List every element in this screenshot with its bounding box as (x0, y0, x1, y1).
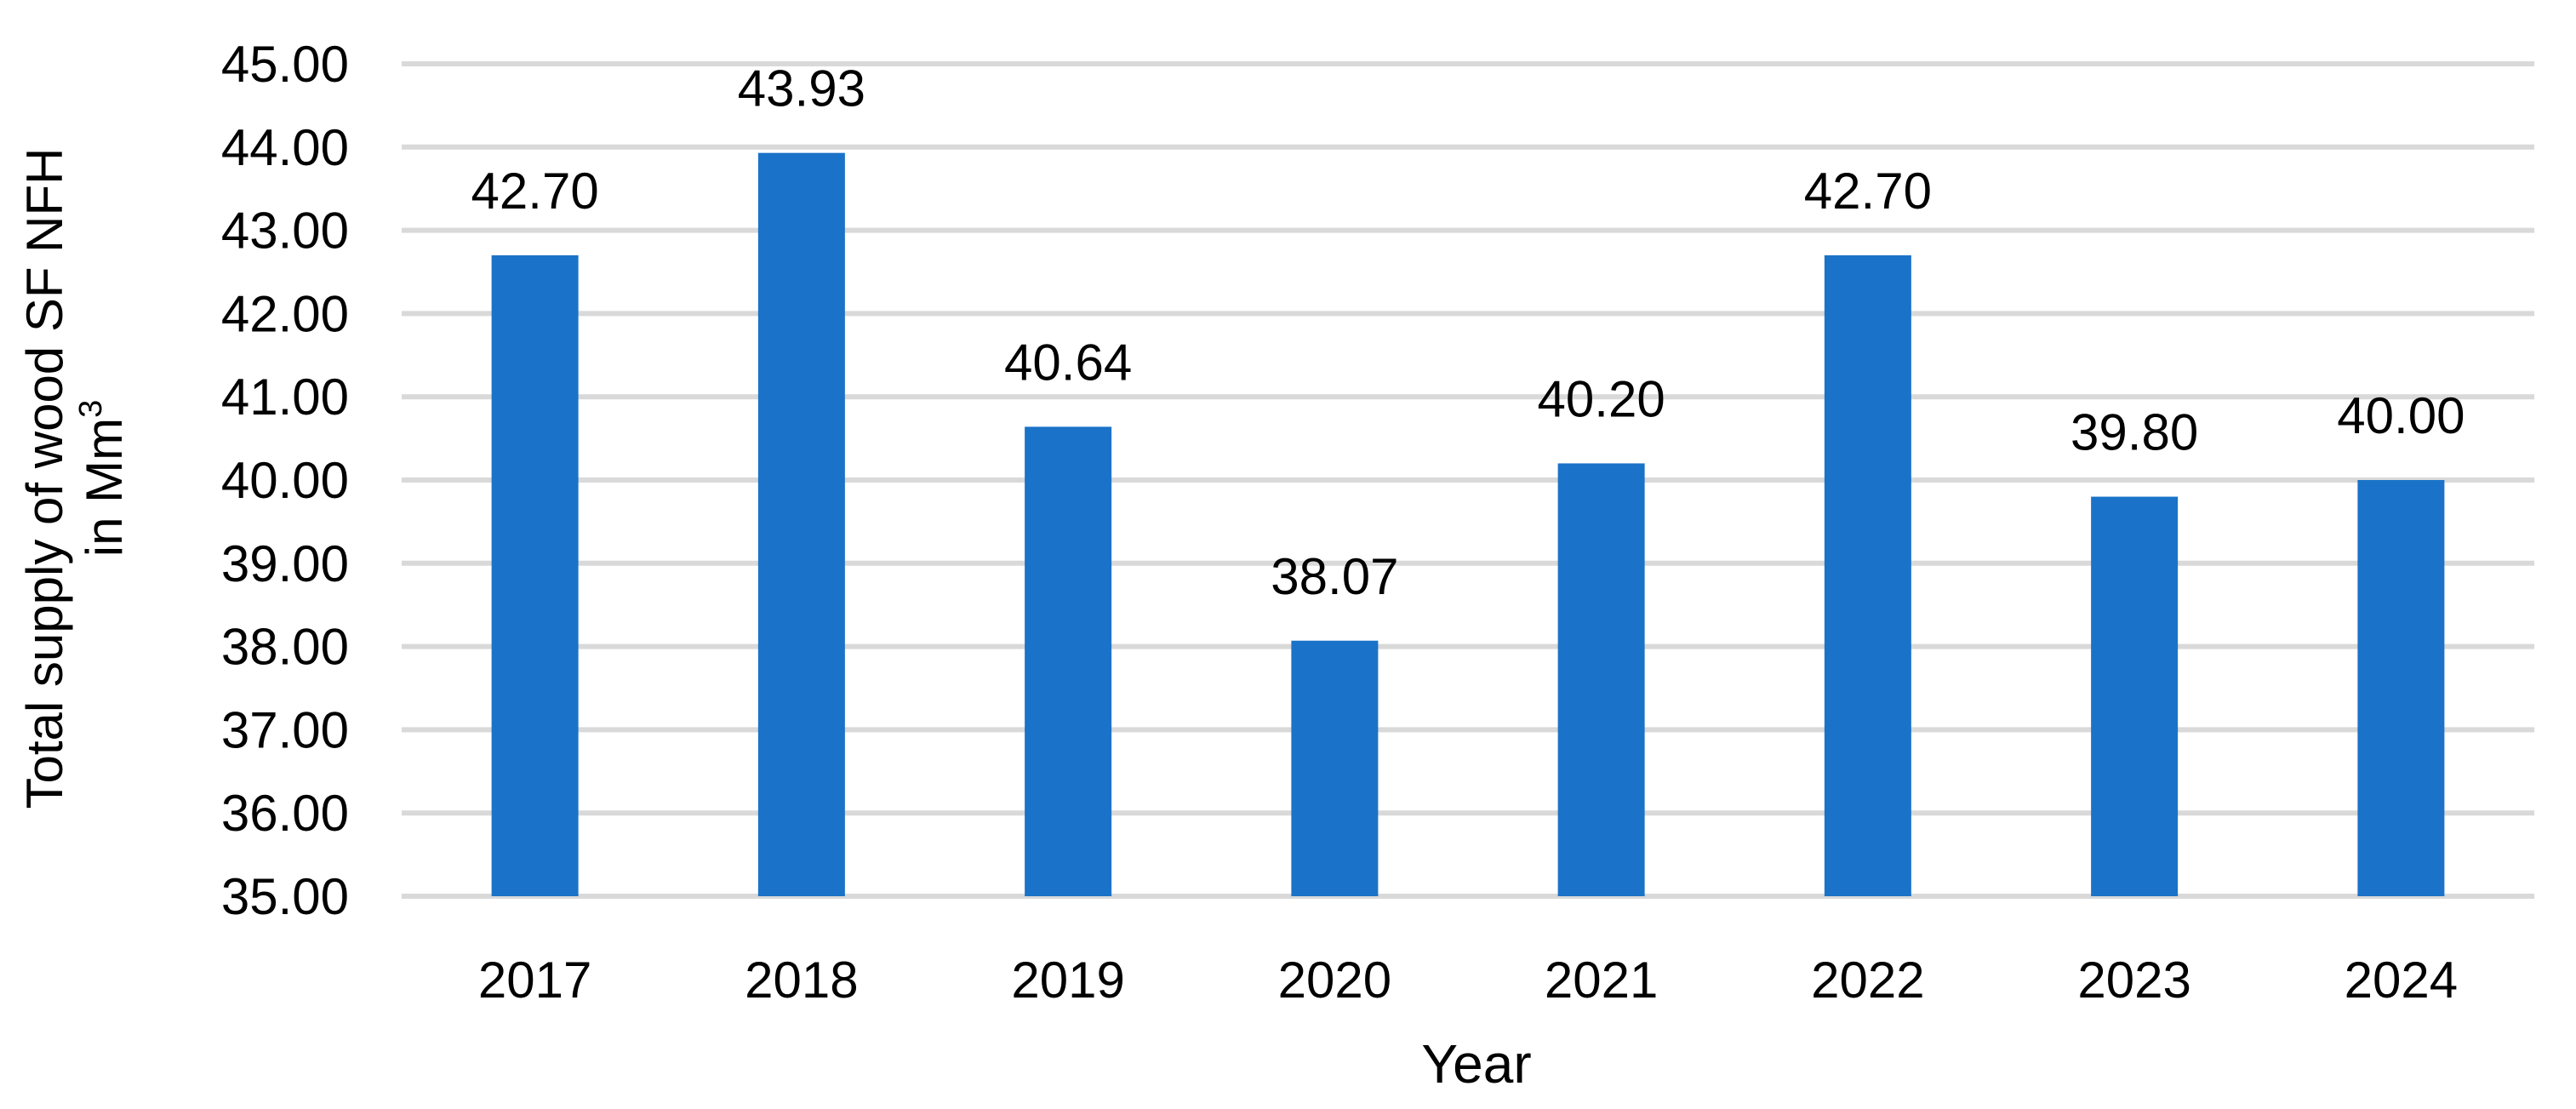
y-axis-unit: in Mm (76, 418, 133, 557)
bar-2018 (757, 152, 845, 896)
bar-2019 (1025, 426, 1112, 897)
x-axis-ticks: 2017 2018 2019 2020 2021 2022 2023 2024 (478, 952, 2458, 1009)
y-tick-label: 42.00 (221, 285, 349, 342)
bars (491, 152, 2445, 897)
y-axis-title-line1: Total supply of wood SF NFH (16, 148, 73, 809)
x-tick-label-2017: 2017 (478, 952, 591, 1009)
bar-2020 (1291, 640, 1379, 896)
y-axis-ticks: 35.00 36.00 37.00 38.00 39.00 40.00 41.00 42.00… (221, 36, 349, 925)
y-tick-label: 38.00 (221, 619, 349, 676)
y-axis-title-line2: in Mm3 (73, 400, 133, 557)
bar-2017 (491, 254, 579, 896)
data-label-2017: 42.70 (471, 163, 599, 220)
y-tick-label: 35.00 (221, 868, 349, 925)
bar-2022 (1824, 254, 1911, 896)
y-tick-label: 40.00 (221, 452, 349, 509)
y-tick-label: 44.00 (221, 119, 349, 176)
x-tick-label-2024: 2024 (2345, 952, 2458, 1009)
bar-2023 (2091, 496, 2179, 896)
x-tick-label-2021: 2021 (1545, 952, 1658, 1009)
x-tick-label-2018: 2018 (745, 952, 858, 1009)
data-label-2022: 42.70 (1804, 163, 1932, 220)
y-tick-label: 41.00 (221, 369, 349, 426)
y-axis-title-line2-group: in Mm3 (73, 400, 133, 557)
x-axis-title: Year (1421, 1033, 1531, 1095)
data-label-2020: 38.07 (1271, 548, 1398, 605)
data-label-2019: 40.64 (1004, 334, 1132, 391)
x-tick-label-2019: 2019 (1011, 952, 1124, 1009)
data-label-2024: 40.00 (2337, 387, 2465, 444)
y-tick-label: 45.00 (221, 36, 349, 93)
y-tick-label: 36.00 (221, 785, 349, 842)
y-tick-label: 43.00 (221, 203, 349, 260)
y-axis-unit-superscript: 3 (73, 400, 109, 418)
y-axis-title: Total supply of wood SF NFH (16, 148, 73, 809)
data-labels: 42.70 43.93 40.64 38.07 40.20 42.70 39.80 40.00 (471, 60, 2465, 605)
bar-2024 (2357, 480, 2445, 896)
bar-2021 (1557, 463, 1645, 896)
y-tick-label: 37.00 (221, 701, 349, 758)
x-tick-label-2023: 2023 (2077, 952, 2190, 1009)
gridlines (402, 61, 2534, 899)
data-label-2021: 40.20 (1538, 370, 1665, 427)
data-label-2018: 43.93 (738, 60, 865, 117)
data-label-2023: 39.80 (2071, 404, 2198, 461)
y-tick-label: 39.00 (221, 535, 349, 592)
x-tick-label-2020: 2020 (1278, 952, 1391, 1009)
x-tick-label-2022: 2022 (1811, 952, 1924, 1009)
